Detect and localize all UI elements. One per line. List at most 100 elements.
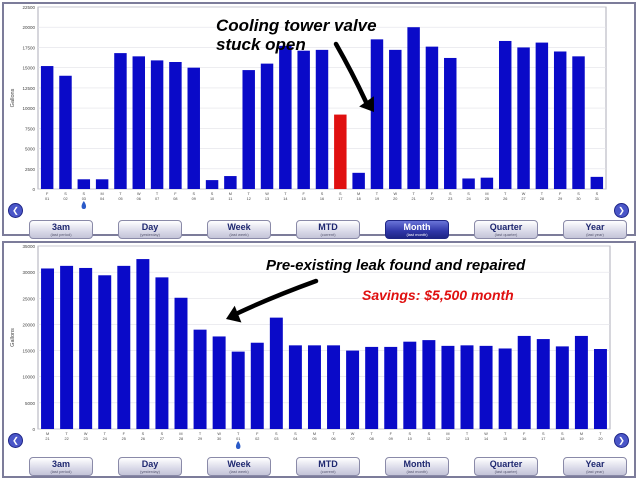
button-sublabel: (current) [320,232,336,237]
x-tick-date: 13 [465,437,469,441]
x-tick-day: M [313,432,316,436]
bottom-btn-mtd[interactable]: MTD (current) [296,457,360,476]
x-tick-date: 19 [579,437,583,441]
annotation-arrow-shaft [333,41,369,105]
x-tick-day: T [376,192,379,196]
x-tick-day: M [229,192,232,196]
bar [288,345,302,429]
x-tick-date: 09 [192,197,196,201]
bottom-next-nav[interactable]: ❯ [614,433,629,448]
bottom-btn-quarter[interactable]: Quarter (last quarter) [474,457,538,476]
button-label: Day [141,459,159,469]
x-tick-date: 05 [118,197,122,201]
x-tick-date: 06 [331,437,335,441]
x-tick-day: M [485,192,488,196]
bottom-prev-nav[interactable]: ❮ [8,433,23,448]
x-tick-date: 16 [320,197,324,201]
x-tick-day: S [275,432,278,436]
x-tick-date: 07 [350,437,354,441]
top-btn-year[interactable]: Year (last year) [563,220,627,239]
x-tick-day: W [484,432,488,436]
x-tick-day: S [339,192,342,196]
top-btn-3am[interactable]: 3am (last period) [29,220,93,239]
x-tick-date: 15 [503,437,507,441]
x-tick-date: 29 [198,437,202,441]
y-tick-label: 30000 [22,270,35,275]
button-label: Quarter [489,222,523,232]
x-tick-day: S [142,432,145,436]
bar [346,350,360,429]
bottom-btn-3am[interactable]: 3am (last period) [29,457,93,476]
x-tick-date: 26 [141,437,145,441]
x-tick-date: 01 [45,197,49,201]
top-annotation: Cooling tower valve stuck open [216,16,377,54]
top-prev-nav[interactable]: ❮ [8,203,23,218]
x-tick-date: 22 [430,197,434,201]
bar [593,349,607,429]
x-tick-date: 13 [265,197,269,201]
x-tick-day: T [599,432,602,436]
bar [425,46,439,189]
x-tick-date: 24 [466,197,470,201]
y-tick-label: 0 [32,427,35,432]
annotation-arrow-head [359,96,374,112]
x-tick-date: 27 [160,437,164,441]
x-tick-date: 19 [375,197,379,201]
x-tick-day: T [332,432,335,436]
x-tick-date: 27 [521,197,525,201]
x-tick-day: T [156,192,159,196]
x-tick-day: W [137,192,141,196]
x-tick-date: 18 [560,437,564,441]
x-tick-date: 18 [357,197,361,201]
x-tick-date: 08 [370,437,374,441]
bar [370,39,384,189]
bottom-btn-year[interactable]: Year (last year) [563,457,627,476]
y-tick-label: 12500 [22,86,35,91]
x-tick-date: 14 [484,437,488,441]
x-tick-day: T [466,432,469,436]
x-tick-date: 17 [338,197,342,201]
bar [150,60,164,190]
x-tick-day: S [192,192,195,196]
x-tick-date: 02 [255,437,259,441]
bar [327,345,341,429]
x-tick-day: S [321,192,324,196]
bottom-btn-day[interactable]: Day (yesterday) [118,457,182,476]
button-label: 3am [51,459,70,469]
chevron-right-icon: ❯ [618,206,625,215]
x-tick-day: T [371,432,374,436]
button-label: MTD [318,459,338,469]
x-tick-date: 30 [576,197,580,201]
x-tick-day: S [211,192,214,196]
top-btn-week[interactable]: Week (last week) [207,220,271,239]
x-tick-day: W [522,192,526,196]
x-tick-day: S [64,192,67,196]
button-sublabel: (yesterday) [139,469,160,474]
x-tick-date: 20 [393,197,397,201]
y-tick-label: 2500 [25,167,36,172]
bottom-btn-week[interactable]: Week (last week) [207,457,271,476]
x-tick-date: 16 [522,437,526,441]
x-tick-day: T [541,192,544,196]
top-btn-day[interactable]: Day (yesterday) [118,220,182,239]
x-tick-day: T [104,432,107,436]
bar [250,342,264,429]
y-tick-label: 20000 [22,322,35,327]
top-btn-month[interactable]: Month (last month) [385,220,449,239]
bar [187,67,200,189]
x-tick-day: S [561,432,564,436]
bar [260,63,274,189]
top-next-nav[interactable]: ❯ [614,203,629,218]
bar [297,50,310,190]
bottom-btn-month[interactable]: Month (last month) [385,457,449,476]
y-tick-label: 15000 [22,349,35,354]
x-tick-date: 20 [598,437,602,441]
x-tick-date: 06 [137,197,141,201]
top-btn-quarter[interactable]: Quarter (last quarter) [474,220,538,239]
x-tick-day: F [559,192,562,196]
top-btn-mtd[interactable]: MTD (current) [296,220,360,239]
bar [389,49,402,190]
x-tick-date: 10 [408,437,412,441]
x-tick-date: 14 [283,197,287,201]
y-tick-label: 10000 [22,106,35,111]
